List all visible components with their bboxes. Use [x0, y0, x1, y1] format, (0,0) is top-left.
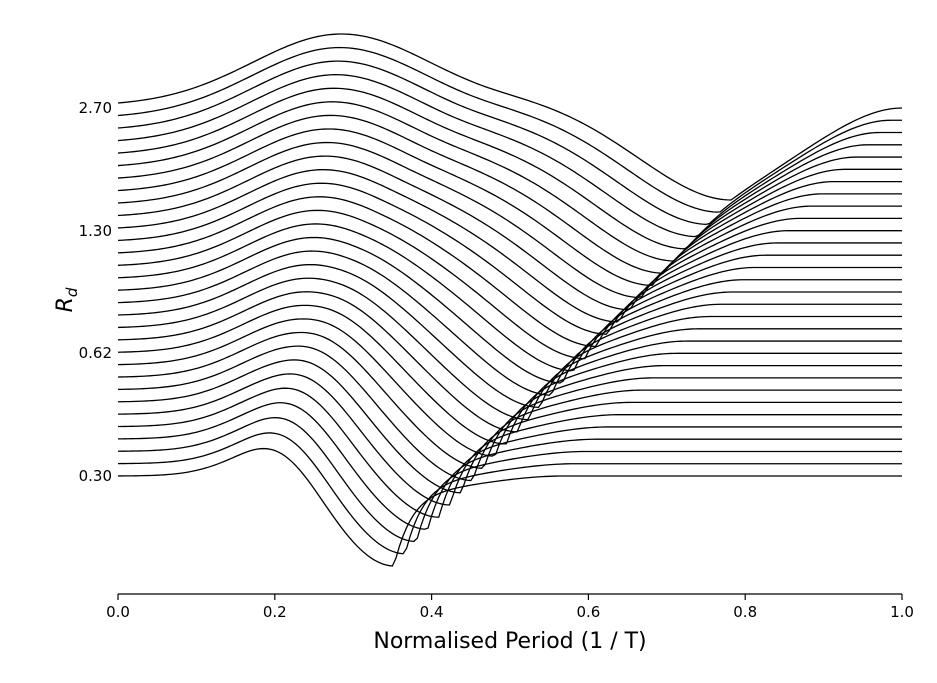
x-tick-label-5: 1.0	[890, 603, 914, 621]
series-curve-26	[117, 87, 902, 250]
series-curve-3	[117, 402, 902, 530]
y-axis-label: Rd	[53, 287, 81, 312]
x-axis-ticks: 0.0 0.2 0.4 0.6 0.8 1.0	[106, 594, 914, 621]
series-curve-13	[117, 263, 902, 409]
series-curve-12	[117, 277, 902, 421]
series-curve-14	[117, 250, 902, 396]
y-axis-label-base: R	[53, 297, 78, 312]
series-curve-8	[117, 331, 902, 470]
series-curve-15	[117, 236, 902, 384]
series-curve-2	[117, 416, 902, 543]
y-tick-label-3: 2.70	[79, 99, 112, 117]
series-curve-17	[117, 209, 902, 360]
y-tick-label-1: 0.62	[79, 344, 112, 362]
y-axis-ticks: 0.30 0.62 1.30 2.70	[79, 99, 112, 485]
series-curve-21	[117, 155, 902, 311]
series-curve-10	[117, 304, 902, 445]
series-curve-1	[117, 432, 902, 555]
series-curve-0	[117, 447, 902, 567]
series-curve-24	[117, 114, 902, 274]
series-curve-25	[117, 101, 902, 262]
x-axis-label: Normalised Period (1 / T)	[373, 629, 646, 654]
series-curve-30	[117, 33, 903, 201]
series-curve-7	[117, 345, 902, 482]
series-curve-22	[117, 141, 902, 299]
series-curve-4	[117, 387, 902, 518]
series-curve-28	[117, 60, 902, 226]
x-tick-label-3: 0.6	[576, 603, 600, 621]
series-curve-18	[117, 196, 902, 348]
x-tick-label-2: 0.4	[420, 603, 444, 621]
series-curve-9	[117, 318, 902, 457]
series-curve-11	[117, 291, 902, 433]
series-curve-29	[117, 46, 902, 213]
series-curves	[117, 33, 903, 567]
series-curve-23	[117, 128, 902, 286]
series-curve-20	[117, 169, 902, 323]
y-tick-label-2: 1.30	[79, 222, 112, 240]
y-axis-label-sub: d	[63, 287, 81, 297]
series-curve-19	[117, 182, 902, 335]
x-tick-label-4: 0.8	[733, 603, 757, 621]
y-tick-label-0: 0.30	[79, 467, 112, 485]
series-curve-16	[117, 223, 902, 372]
series-curve-6	[117, 359, 902, 494]
x-tick-label-1: 0.2	[263, 603, 287, 621]
series-curve-27	[117, 74, 902, 238]
x-tick-label-0: 0.0	[106, 603, 130, 621]
